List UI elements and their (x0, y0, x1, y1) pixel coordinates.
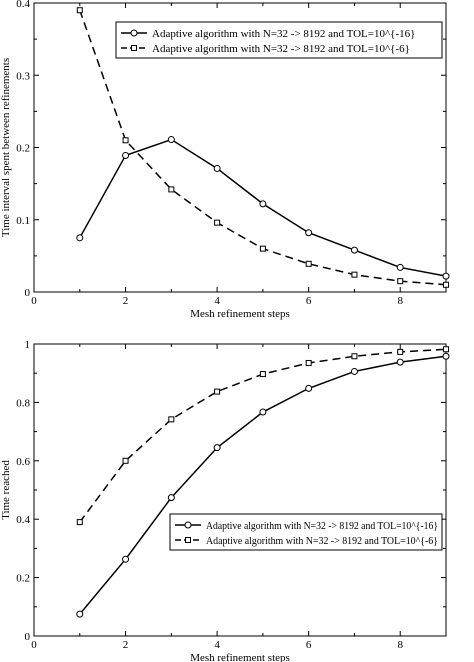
data-point (122, 137, 129, 144)
legend-entry-label: Adaptive algorithm with N=32 -> 8192 and… (206, 520, 438, 532)
data-point (168, 186, 175, 193)
data-point (76, 7, 83, 14)
y-tick-label: 0.2 (16, 573, 30, 585)
legend-swatch-marker (130, 29, 138, 37)
data-point (305, 384, 313, 392)
legend: Adaptive algorithm with N=32 -> 8192 and… (169, 513, 443, 551)
y-axis-label: Time reached (0, 460, 12, 520)
x-tick-label: 2 (123, 295, 129, 307)
data-point (442, 352, 450, 360)
data-point (443, 281, 449, 288)
chart-time-interval: 0 2 4 6 8 0 0.1 0.2 0.3 0.4 Mesh refinement steps T… (0, 0, 450, 320)
x-tick-label: 0 (31, 639, 37, 651)
data-point (122, 555, 130, 563)
data-point (350, 246, 358, 254)
x-tick-label: 0 (31, 295, 37, 307)
data-point (443, 346, 449, 353)
data-point (397, 348, 404, 355)
data-point (122, 457, 129, 464)
data-point (76, 234, 84, 242)
y-tick-label: 0.1 (16, 215, 30, 227)
data-point (305, 229, 313, 237)
y-tick-label: 0 (25, 631, 31, 643)
chart-time-reached: 0 2 4 6 8 0 0.2 0.4 0.6 0.8 1 Mesh refinement steps… (0, 339, 450, 662)
legend-swatch-marker (185, 537, 191, 543)
data-point (259, 371, 266, 378)
data-point (122, 151, 130, 159)
x-tick-label: 6 (306, 295, 312, 307)
legend: Adaptive algorithm with N=32 -> 8192 and… (115, 21, 443, 59)
legend-entry-label: Adaptive algorithm with N=32 -> 8192 and… (152, 28, 415, 40)
data-point (397, 278, 404, 285)
y-tick-label: 0.6 (16, 456, 30, 468)
y-tick-label: 0.3 (16, 70, 30, 82)
data-point (259, 408, 267, 416)
data-point (76, 610, 84, 618)
x-tick-label: 4 (214, 295, 220, 307)
data-point (351, 271, 358, 278)
y-tick-label: 0.2 (16, 143, 30, 155)
x-tick-label: 8 (397, 295, 403, 307)
y-tick-label: 0.4 (16, 0, 30, 10)
legend-entry-label: Adaptive algorithm with N=32 -> 8192 and… (206, 535, 438, 547)
y-tick-label: 1 (25, 339, 31, 351)
data-point (305, 260, 312, 267)
x-tick-label: 8 (397, 639, 403, 651)
legend-box (169, 513, 443, 551)
data-point (214, 219, 221, 226)
data-point (213, 164, 221, 172)
data-point (351, 353, 358, 360)
y-tick-label: 0.4 (16, 514, 30, 526)
x-tick-label: 4 (214, 639, 220, 651)
x-axis-label: Mesh refinement steps (190, 652, 290, 662)
data-point (305, 359, 312, 366)
data-point (259, 245, 266, 252)
y-axis-label: Time interval spent between refinements (0, 58, 12, 237)
data-point (350, 367, 358, 375)
x-tick-label: 2 (123, 639, 129, 651)
legend-entry-label: Adaptive algorithm with N=32 -> 8192 and… (152, 43, 410, 55)
legend-box (115, 21, 443, 59)
data-point (442, 272, 450, 280)
data-point (168, 416, 175, 423)
x-axis-label: Mesh refinement steps (190, 308, 290, 320)
legend-swatch-marker (131, 45, 137, 51)
series-line-0 (79, 355, 447, 615)
series-line-0 (79, 138, 447, 277)
y-tick-label: 0 (25, 287, 31, 299)
data-point (167, 136, 175, 144)
x-tick-label: 6 (306, 639, 312, 651)
data-point (214, 388, 221, 395)
data-point (396, 358, 404, 366)
plot-frame (33, 343, 447, 637)
data-point (396, 263, 404, 271)
data-point (76, 519, 83, 526)
data-point (259, 200, 267, 208)
data-point (213, 444, 221, 452)
y-tick-label: 0.8 (16, 397, 30, 409)
data-point (167, 494, 175, 502)
legend-swatch-marker (184, 521, 192, 529)
